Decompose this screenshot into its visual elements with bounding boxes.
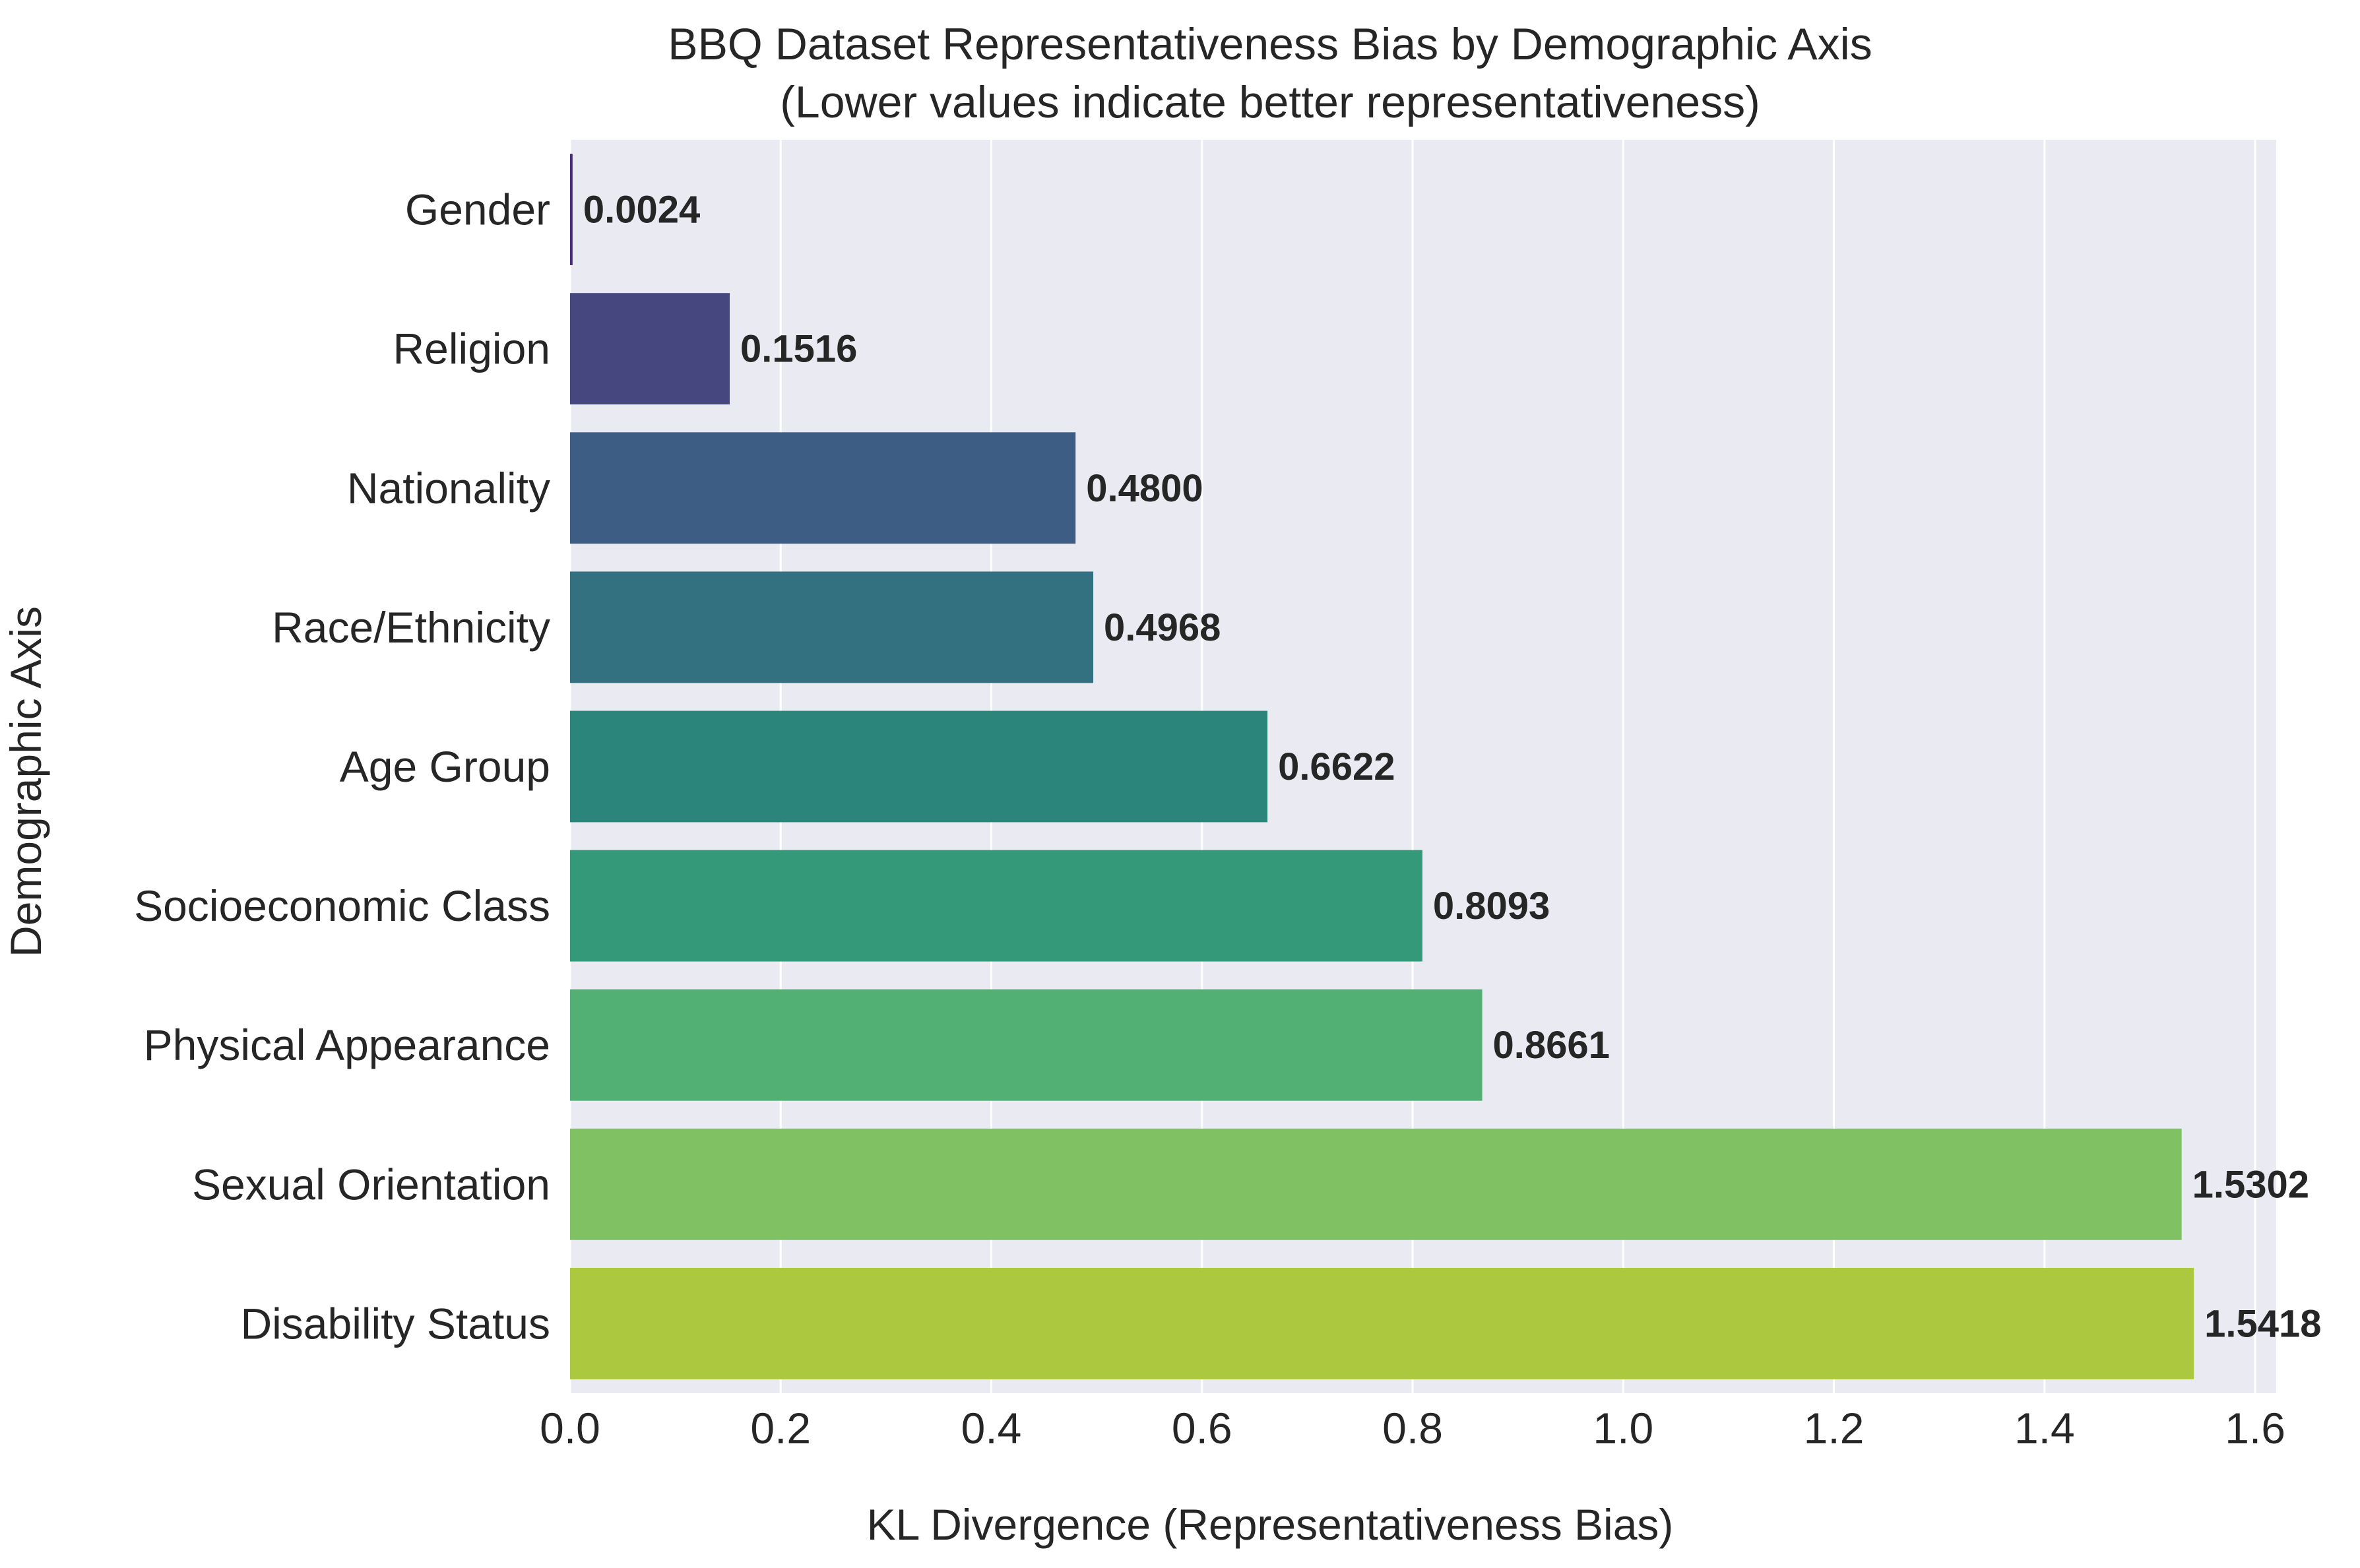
value-labels: 0.0024 0.1516 0.4800 0.4968 0.6622 0.8093 0.86…: [583, 189, 2322, 1346]
category-label: Disability Status: [240, 1299, 550, 1348]
chart-title: BBQ Dataset Representativeness Bias by D…: [668, 19, 1872, 69]
bar-value-label: 1.5418: [2204, 1302, 2321, 1345]
bar: [570, 154, 573, 265]
category-label: Gender: [405, 185, 550, 234]
bar: [570, 850, 1422, 962]
x-tick-label: 0.8: [1382, 1404, 1443, 1453]
bars: [570, 154, 2194, 1379]
category-label: Physical Appearance: [144, 1020, 550, 1069]
category-label: Race/Ethnicity: [272, 603, 550, 652]
x-tick-label: 0.4: [961, 1404, 1022, 1453]
bar-value-label: 0.4800: [1086, 467, 1203, 510]
x-tick-label: 0.0: [540, 1404, 600, 1453]
x-tick-label: 1.2: [1804, 1404, 1865, 1453]
category-label: Religion: [393, 325, 550, 373]
bar-value-label: 0.0024: [583, 189, 700, 232]
chart-subtitle: (Lower values indicate better representa…: [780, 77, 1760, 127]
bar-value-label: 1.5302: [2192, 1163, 2309, 1206]
bar-value-label: 0.1516: [740, 328, 857, 371]
bar: [570, 1128, 2182, 1240]
bar: [570, 293, 730, 405]
x-tick-labels: 0.0 0.2 0.4 0.6 0.8 1.0 1.2 1.4 1.6: [540, 1404, 2285, 1453]
x-tick-label: 1.6: [2225, 1404, 2285, 1453]
x-tick-label: 1.4: [2014, 1404, 2075, 1453]
x-tick-label: 0.6: [1172, 1404, 1232, 1453]
bar: [570, 432, 1076, 544]
bar-value-label: 0.4968: [1104, 606, 1221, 649]
bar: [570, 710, 1268, 823]
category-label: Nationality: [347, 464, 550, 513]
bar-value-label: 0.8661: [1493, 1024, 1610, 1067]
x-tick-label: 1.0: [1593, 1404, 1653, 1453]
category-label: Age Group: [340, 742, 550, 791]
bar: [570, 1268, 2194, 1379]
bar: [570, 989, 1483, 1101]
category-labels: Gender Religion Nationality Race/Ethnicity A…: [134, 185, 550, 1348]
category-label: Sexual Orientation: [192, 1160, 550, 1208]
y-axis-title: Demographic Axis: [1, 606, 50, 957]
x-tick-label: 0.2: [750, 1404, 811, 1453]
category-label: Socioeconomic Class: [134, 881, 550, 930]
bar-value-label: 0.8093: [1433, 885, 1550, 927]
x-axis-title: KL Divergence (Representativeness Bias): [867, 1500, 1674, 1549]
bar-value-label: 0.6622: [1278, 745, 1395, 788]
bar: [570, 571, 1094, 683]
